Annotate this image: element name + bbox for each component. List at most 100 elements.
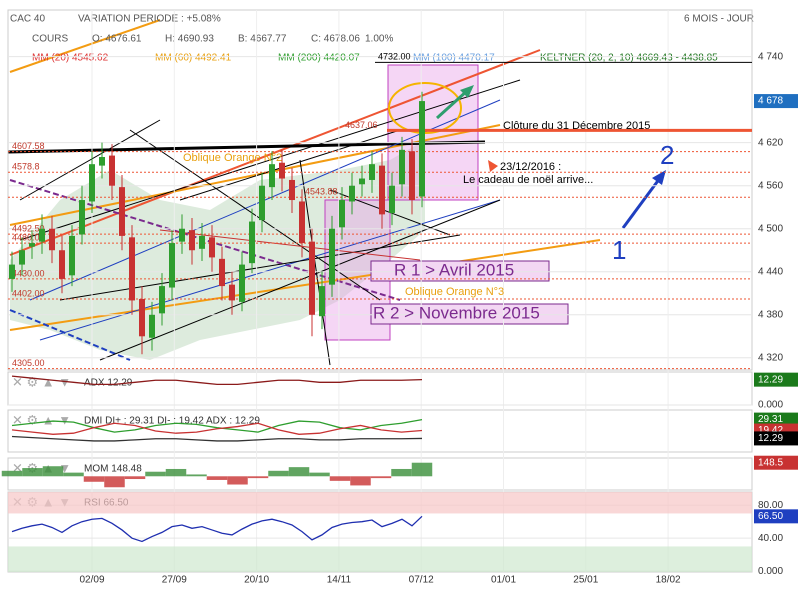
y-tick-label: 4 320 bbox=[758, 352, 783, 363]
candle-body bbox=[109, 155, 115, 186]
candle-body bbox=[339, 200, 345, 228]
momentum-bar bbox=[22, 468, 43, 477]
level-label: 4305.00 bbox=[12, 358, 45, 368]
candle-body bbox=[199, 235, 205, 249]
arrow bbox=[435, 88, 470, 120]
momentum-bar bbox=[391, 468, 412, 477]
value-box bbox=[754, 431, 798, 446]
indicator-line bbox=[11, 515, 423, 543]
period: 6 MOIS - JOUR bbox=[684, 14, 754, 25]
level-label: 4402.00 bbox=[12, 288, 45, 298]
candle-body bbox=[319, 286, 325, 317]
trendline bbox=[179, 129, 401, 201]
candle-body bbox=[379, 165, 385, 215]
annotation: R 1 > Avril 2015 bbox=[394, 260, 514, 279]
candle-body bbox=[299, 201, 305, 244]
panel-icons: ✕ ⚙ ▲ ▼ bbox=[12, 412, 71, 427]
candle-body bbox=[139, 299, 145, 337]
momentum-bar bbox=[227, 476, 248, 485]
x-tick-label: 27/09 bbox=[162, 575, 187, 586]
trendline bbox=[39, 199, 501, 341]
candle-body bbox=[49, 228, 55, 251]
close: C: 4678.06 bbox=[311, 34, 360, 45]
x-tick-label: 25/01 bbox=[573, 575, 598, 586]
trendline bbox=[9, 49, 541, 256]
candle-body bbox=[129, 237, 135, 301]
arrow-head bbox=[460, 85, 474, 98]
x-tick-label: 20/10 bbox=[244, 575, 269, 586]
annotation: Oblique Orange N°2 bbox=[183, 152, 282, 164]
candle-body bbox=[329, 228, 335, 285]
candle-body bbox=[189, 230, 195, 251]
candle-body bbox=[399, 149, 405, 185]
annotation: Oblique Orange N°3 bbox=[405, 286, 504, 298]
x-tick-label: 14/11 bbox=[327, 575, 352, 586]
panel-frame bbox=[7, 9, 753, 371]
candle-body bbox=[149, 314, 155, 338]
indicator-line bbox=[11, 375, 423, 386]
value-box-label: 66.50 bbox=[758, 511, 783, 522]
indicator-line bbox=[11, 418, 423, 433]
trendline bbox=[19, 79, 521, 241]
symbol: CAC 40 bbox=[10, 14, 45, 25]
y-tick-label: 4 560 bbox=[758, 180, 783, 191]
value-box bbox=[754, 455, 798, 470]
x-tick-label: 18/02 bbox=[656, 575, 681, 586]
candle-body bbox=[79, 200, 85, 235]
y-tick-label: 80.00 bbox=[758, 500, 783, 511]
mm200: MM (200) 4420.07 bbox=[278, 53, 360, 64]
candle-body bbox=[389, 185, 395, 213]
annotation: Clôture du 31 Décembre 2015 bbox=[503, 120, 650, 132]
candle-body bbox=[169, 243, 175, 288]
trendline bbox=[99, 199, 501, 361]
candle-body bbox=[259, 185, 265, 221]
momentum-bar bbox=[309, 472, 330, 477]
trendline bbox=[59, 234, 461, 301]
trendline bbox=[7, 140, 486, 154]
x-tick-label: 02/09 bbox=[79, 575, 104, 586]
y-tick-label: 4 620 bbox=[758, 137, 783, 148]
candle-body bbox=[119, 187, 125, 236]
annotation: 1 bbox=[612, 235, 626, 265]
candle-body bbox=[29, 243, 35, 247]
momentum-bar bbox=[104, 476, 125, 488]
level-label: 4430.00 bbox=[12, 268, 45, 278]
momentum-bar bbox=[247, 476, 269, 479]
y-tick-label: 4 500 bbox=[758, 223, 783, 234]
mm20: MM (20) 4545.62 bbox=[32, 53, 109, 64]
candle-body bbox=[39, 228, 45, 242]
candle-body bbox=[269, 164, 275, 188]
value-box bbox=[754, 509, 798, 524]
momentum-bar bbox=[1, 470, 23, 477]
annotation: R 2 > Novembre 2015 bbox=[373, 303, 540, 322]
candle-body bbox=[419, 101, 425, 197]
variation: VARIATION PERIODE : +5.08% bbox=[78, 14, 221, 25]
candle-body bbox=[99, 157, 105, 166]
momentum-bar bbox=[42, 466, 64, 477]
low: B: 4667.77 bbox=[238, 34, 287, 45]
momentum-bar bbox=[165, 468, 187, 477]
trendline bbox=[9, 179, 401, 301]
candle-body bbox=[209, 237, 215, 258]
value-box-label: 148.5 bbox=[758, 457, 783, 468]
panel-title: ADX 12.29 bbox=[84, 378, 133, 389]
label-box bbox=[370, 303, 569, 325]
momentum-bar bbox=[268, 470, 289, 477]
candle-body bbox=[19, 250, 25, 265]
trendline bbox=[9, 309, 131, 361]
arrow-head bbox=[488, 160, 498, 172]
trendline bbox=[159, 229, 421, 261]
y-tick-label: 4 380 bbox=[758, 309, 783, 320]
oversold-zone bbox=[8, 546, 752, 572]
momentum-bar bbox=[63, 472, 84, 477]
annotation: 2 bbox=[660, 140, 674, 170]
annotation: Le cadeau de noël arrive... bbox=[463, 174, 593, 186]
y-tick-label: 0.000 bbox=[758, 400, 783, 411]
candle-body bbox=[159, 286, 165, 314]
value-box-label: 12.29 bbox=[758, 374, 783, 385]
mm100: MM (100) 4470.17 bbox=[413, 53, 495, 64]
trendline bbox=[9, 19, 161, 73]
current-price-box bbox=[754, 94, 798, 109]
cours: COURS bbox=[32, 34, 68, 45]
